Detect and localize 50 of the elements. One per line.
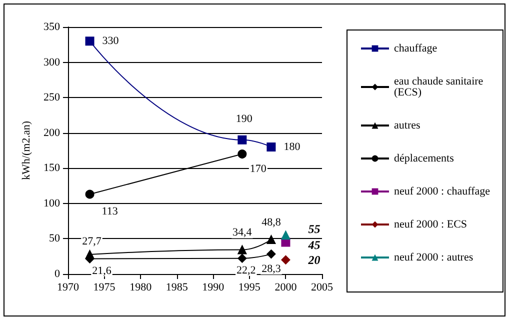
x-tick-label: 1970 bbox=[57, 282, 80, 294]
data-label: 170 bbox=[250, 163, 267, 176]
point bbox=[85, 250, 94, 259]
x-tick-label: 1980 bbox=[130, 282, 152, 294]
y-axis-title: kWh/(m2.an) bbox=[20, 120, 32, 180]
point bbox=[238, 245, 247, 254]
data-label: 113 bbox=[102, 205, 118, 218]
point bbox=[238, 135, 247, 144]
x-tick-label: 1975 bbox=[93, 282, 116, 294]
data-label: 34,4 bbox=[232, 226, 252, 239]
legend-label: neuf 2000 : ECS bbox=[394, 218, 468, 230]
point bbox=[85, 190, 94, 199]
point bbox=[238, 254, 247, 263]
data-label: 27,7 bbox=[82, 235, 102, 248]
data-label: 330 bbox=[102, 35, 120, 48]
y-tick-label: 0 bbox=[54, 268, 60, 280]
point bbox=[281, 255, 290, 264]
data-label: 22,2 bbox=[236, 264, 256, 276]
point bbox=[281, 230, 290, 240]
x-tick-label: 2005 bbox=[311, 282, 334, 294]
data-label: 45 bbox=[307, 238, 320, 252]
legend-label: chauffage bbox=[394, 42, 438, 54]
y-tick-label: 300 bbox=[44, 56, 60, 68]
data-label: 180 bbox=[284, 140, 301, 153]
point bbox=[85, 36, 94, 46]
data-label: 55 bbox=[308, 222, 320, 236]
x-tick-label: 1985 bbox=[166, 282, 188, 294]
data-label: 28,3 bbox=[262, 263, 282, 276]
point bbox=[238, 150, 247, 159]
legend-label: déplacements bbox=[394, 152, 454, 164]
y-tick-label: 150 bbox=[44, 162, 60, 174]
point bbox=[266, 142, 276, 152]
legend-label: neuf 2000 : chauffage bbox=[394, 186, 490, 198]
data-label: 21,6 bbox=[92, 264, 112, 277]
x-tick-label: 1995 bbox=[238, 282, 261, 294]
legend-label: neuf 2000 : autres bbox=[394, 252, 474, 264]
legend-label: autres bbox=[394, 120, 420, 132]
point bbox=[266, 235, 276, 244]
y-tick-label: 50 bbox=[49, 232, 60, 245]
y-tick-label: 250 bbox=[44, 92, 60, 104]
data-label: 190 bbox=[236, 112, 253, 125]
legend-label: eau chaude sanitaire (ECS) bbox=[394, 76, 486, 98]
x-tick-label: 1990 bbox=[202, 282, 225, 294]
y-tick-label: 350 bbox=[44, 21, 60, 33]
data-label: 20 bbox=[307, 252, 320, 267]
y-tick-label: 200 bbox=[44, 126, 60, 139]
y-tick-label: 100 bbox=[44, 197, 60, 210]
x-tick-label: 2000 bbox=[274, 282, 298, 294]
point bbox=[266, 250, 276, 259]
data-label: 48,8 bbox=[262, 216, 282, 229]
